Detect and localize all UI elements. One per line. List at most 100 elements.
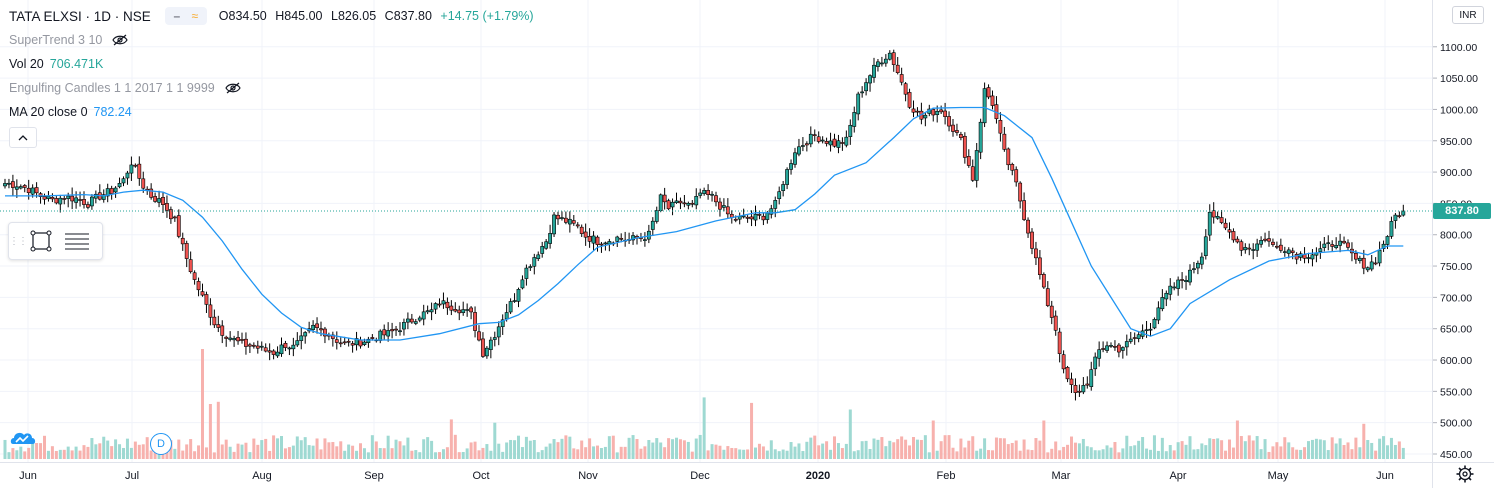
candle[interactable]: [1030, 228, 1034, 255]
candle[interactable]: [1322, 237, 1327, 252]
candle[interactable]: [1038, 250, 1042, 280]
supertrend-legend[interactable]: SuperTrend 3 10: [9, 33, 129, 47]
candle[interactable]: [1057, 327, 1062, 363]
candle[interactable]: [907, 88, 912, 109]
candle[interactable]: [1235, 236, 1240, 244]
candle[interactable]: [856, 91, 861, 121]
candle[interactable]: [153, 192, 158, 203]
candle[interactable]: [706, 184, 711, 200]
candle[interactable]: [1109, 342, 1113, 348]
candle[interactable]: [603, 241, 608, 251]
candle[interactable]: [1128, 331, 1133, 344]
candle[interactable]: [1148, 323, 1153, 336]
rectangle-tool-button[interactable]: [25, 225, 57, 257]
candle[interactable]: [220, 320, 225, 344]
candle[interactable]: [1192, 261, 1196, 274]
candle[interactable]: [524, 264, 529, 286]
candle[interactable]: [157, 190, 161, 208]
candle[interactable]: [508, 298, 513, 315]
candle[interactable]: [694, 188, 699, 210]
tradingview-logo-icon[interactable]: [9, 428, 38, 448]
candle[interactable]: [180, 232, 185, 251]
candle[interactable]: [315, 317, 319, 334]
candle[interactable]: [78, 191, 82, 207]
candle[interactable]: [224, 335, 229, 347]
candle[interactable]: [1041, 272, 1046, 289]
candle[interactable]: [682, 194, 687, 208]
candle[interactable]: [595, 235, 600, 252]
candle[interactable]: [346, 338, 351, 347]
candle[interactable]: [200, 283, 205, 297]
supertrend-label[interactable]: SuperTrend 3 10: [9, 33, 103, 47]
candle[interactable]: [678, 197, 683, 210]
candle[interactable]: [1160, 289, 1165, 312]
candle[interactable]: [591, 231, 596, 251]
candle[interactable]: [188, 251, 193, 274]
candle[interactable]: [259, 341, 264, 351]
candle[interactable]: [1101, 341, 1106, 353]
candle[interactable]: [34, 182, 39, 198]
candle[interactable]: [769, 204, 774, 219]
candle[interactable]: [74, 191, 79, 209]
candle[interactable]: [477, 325, 481, 342]
ma-legend[interactable]: MA 20 close 0 782.24: [9, 105, 132, 119]
candle[interactable]: [248, 342, 252, 353]
candle[interactable]: [208, 298, 213, 326]
candle[interactable]: [196, 277, 201, 297]
candle[interactable]: [642, 232, 647, 247]
price-chart[interactable]: [0, 0, 1432, 462]
candle[interactable]: [1227, 222, 1232, 239]
candle[interactable]: [1081, 377, 1086, 395]
candle[interactable]: [579, 224, 584, 237]
candle[interactable]: [1124, 334, 1129, 356]
candle[interactable]: [816, 131, 821, 144]
candle[interactable]: [1219, 209, 1224, 225]
candle[interactable]: [951, 118, 955, 137]
eye-crossed-icon[interactable]: [225, 82, 241, 94]
candle[interactable]: [725, 198, 730, 219]
candle[interactable]: [1049, 300, 1054, 325]
candle[interactable]: [899, 67, 904, 86]
candle[interactable]: [702, 187, 707, 196]
candle[interactable]: [1294, 252, 1299, 265]
candle[interactable]: [216, 315, 221, 333]
candle[interactable]: [1132, 332, 1137, 345]
candle[interactable]: [571, 215, 576, 226]
candle[interactable]: [915, 107, 920, 117]
candle[interactable]: [646, 224, 651, 244]
candle[interactable]: [891, 49, 896, 72]
candle[interactable]: [283, 340, 288, 352]
candle[interactable]: [599, 241, 604, 253]
candle[interactable]: [812, 129, 817, 142]
candle[interactable]: [686, 201, 691, 210]
candle[interactable]: [86, 201, 90, 210]
candle[interactable]: [133, 163, 138, 168]
candle[interactable]: [1105, 341, 1109, 353]
candle[interactable]: [1061, 350, 1066, 374]
candle[interactable]: [1286, 247, 1291, 259]
candle[interactable]: [1065, 365, 1070, 383]
candle[interactable]: [587, 228, 592, 248]
candle[interactable]: [172, 215, 177, 222]
candle[interactable]: [390, 322, 395, 339]
candle[interactable]: [1113, 340, 1117, 351]
candle[interactable]: [844, 130, 849, 148]
candle[interactable]: [962, 132, 967, 164]
candle[interactable]: [409, 313, 414, 324]
candle[interactable]: [1117, 343, 1121, 358]
candle[interactable]: [966, 149, 971, 168]
candle[interactable]: [552, 212, 556, 238]
candle[interactable]: [267, 343, 272, 361]
candle[interactable]: [1168, 278, 1173, 301]
candle[interactable]: [457, 305, 462, 321]
candle[interactable]: [299, 327, 304, 350]
volume-legend[interactable]: Vol 20 706.471K: [9, 57, 103, 71]
candle[interactable]: [990, 90, 995, 110]
candle[interactable]: [1164, 290, 1169, 307]
candle[interactable]: [240, 332, 244, 344]
candle[interactable]: [1188, 264, 1192, 286]
candle[interactable]: [1006, 147, 1011, 171]
candle[interactable]: [330, 331, 335, 347]
candle[interactable]: [1120, 346, 1125, 359]
candle[interactable]: [872, 57, 876, 83]
